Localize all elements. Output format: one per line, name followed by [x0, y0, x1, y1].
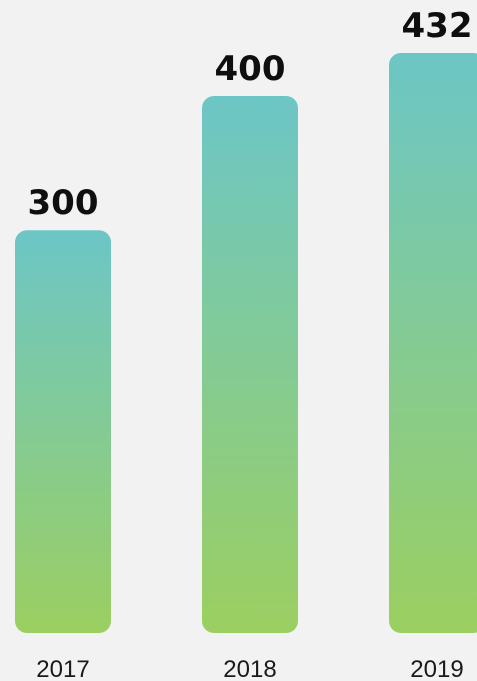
x-tick-label-2017: 2017	[36, 656, 89, 681]
value-label-2017: 300	[28, 183, 99, 223]
bar-2017	[15, 230, 111, 633]
value-label-2018: 400	[215, 49, 286, 89]
x-tick-label-2019: 2019	[410, 656, 463, 681]
x-tick-label-2018: 2018	[223, 656, 276, 681]
x-tick-labels-layer: 2017 2018 2019	[36, 656, 463, 681]
value-label-2019: 432	[402, 6, 473, 46]
bars-layer	[15, 53, 477, 634]
bar-2019	[389, 53, 477, 633]
value-labels-layer: 300 400 432	[28, 6, 473, 223]
bar-2018	[202, 95, 298, 634]
